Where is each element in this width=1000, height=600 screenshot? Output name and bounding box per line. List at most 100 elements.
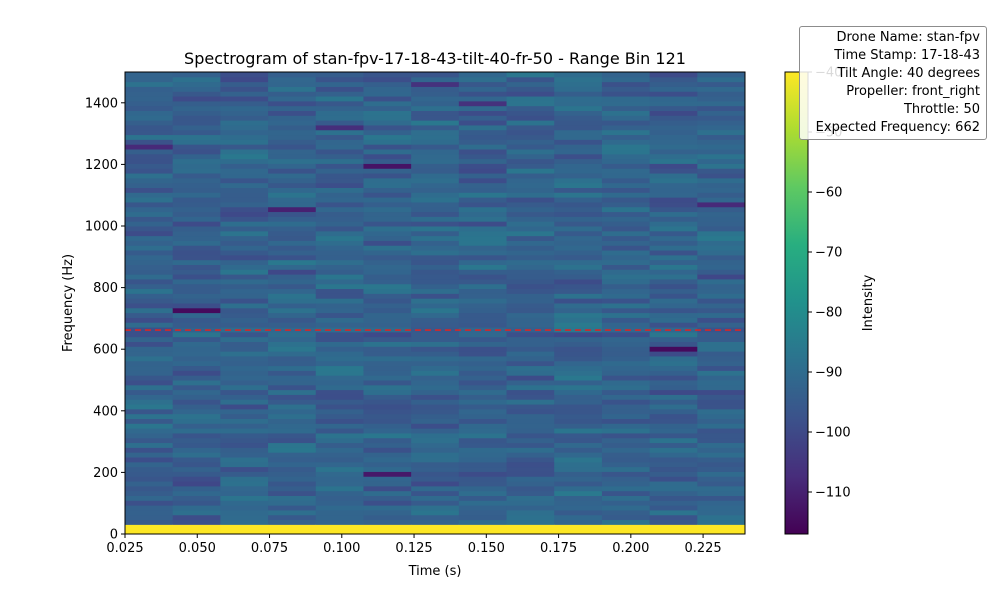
spectrogram-cell	[125, 322, 174, 328]
spectrogram-cell	[125, 365, 174, 371]
spectrogram-cell	[125, 432, 174, 439]
spectrogram-cell	[554, 322, 603, 328]
spectrogram-cell	[458, 173, 508, 179]
spectrogram-cell	[506, 437, 555, 444]
spectrogram-cell	[363, 240, 412, 246]
spectrogram-cell	[554, 529, 603, 534]
spectrogram-cell	[172, 274, 221, 280]
spectrogram-cell	[554, 447, 603, 453]
info-line-drone-name: Drone Name: stan-fpv	[836, 30, 980, 45]
spectrogram-cell	[125, 298, 174, 304]
spectrogram-cell	[220, 442, 269, 448]
spectrogram-cell	[172, 476, 221, 482]
spectrogram-cell	[220, 153, 269, 160]
spectrogram-cell	[268, 509, 317, 516]
spectrogram-cell	[411, 235, 460, 241]
spectrogram-cell	[268, 173, 317, 179]
spectrogram-cell	[172, 158, 221, 164]
spectrogram-cell	[601, 317, 651, 323]
spectrogram-cell	[315, 485, 364, 492]
spectrogram-cell	[458, 110, 508, 116]
spectrogram-cell	[172, 505, 221, 511]
spectrogram-cell	[125, 519, 174, 525]
spectrogram-cell	[363, 375, 412, 381]
spectrogram-cell	[554, 110, 603, 116]
spectrogram-cell	[458, 399, 508, 405]
spectrogram-cell	[268, 331, 317, 338]
colorbar-tick-label: −60	[815, 186, 842, 201]
spectrogram-cell	[268, 76, 317, 83]
spectrogram-cell	[363, 72, 412, 78]
spectrogram-cell	[506, 428, 555, 434]
spectrogram-cell	[268, 423, 317, 429]
spectrogram-cell	[506, 197, 555, 203]
spectrogram-cell	[220, 177, 269, 184]
info-line-time-stamp: Time Stamp: 17-18-43	[834, 48, 980, 63]
spectrogram-cell	[649, 399, 698, 405]
spectrogram-cell	[125, 360, 174, 367]
spectrogram-cell	[506, 254, 555, 261]
spectrogram-cell	[363, 351, 412, 357]
spectrogram-cell	[220, 182, 269, 188]
spectrogram-cell	[649, 187, 698, 193]
spectrogram-cell	[363, 182, 412, 188]
spectrogram-cell	[125, 283, 174, 290]
spectrogram-cell	[697, 91, 745, 97]
spectrogram-cell	[411, 524, 460, 530]
spectrogram-cell	[363, 336, 412, 342]
spectrogram-cell	[125, 115, 174, 121]
spectrogram-cell	[315, 221, 364, 227]
spectrogram-cell	[506, 129, 555, 136]
spectrogram-cell	[649, 370, 698, 376]
spectrogram-cell	[649, 76, 698, 83]
spectrogram-cell	[554, 312, 603, 318]
spectrogram-cell	[220, 336, 269, 342]
spectrogram-cell	[411, 240, 460, 246]
spectrogram-cell	[554, 481, 603, 487]
spectrogram-cell	[411, 360, 460, 367]
spectrogram-cell	[697, 226, 745, 232]
spectrogram-cell	[554, 389, 603, 395]
spectrogram-cell	[506, 274, 555, 280]
spectrogram-cell	[649, 485, 698, 492]
spectrogram-cell	[172, 490, 221, 496]
spectrogram-cell	[649, 245, 698, 251]
spectrogram-cell	[125, 139, 174, 145]
spectrogram-cell	[125, 72, 174, 78]
spectrogram-cell	[697, 245, 745, 251]
spectrogram-cell	[363, 355, 412, 362]
spectrogram-cell	[554, 81, 603, 87]
spectrogram-cell	[268, 514, 317, 521]
spectrogram-cell	[268, 129, 317, 136]
spectrogram-cell	[554, 346, 603, 352]
x-tick-label: 0.200	[612, 541, 649, 556]
spectrogram-cell	[125, 254, 174, 261]
spectrogram-cell	[554, 144, 603, 150]
spectrogram-cell	[601, 105, 651, 111]
spectrogram-cell	[363, 389, 412, 395]
spectrogram-cell	[363, 274, 412, 280]
spectrogram-cell	[554, 264, 603, 270]
spectrogram-cell	[458, 274, 508, 280]
spectrogram-cell	[506, 432, 555, 439]
spectrogram-cell	[125, 380, 174, 386]
spectrogram-cell	[649, 100, 698, 107]
spectrogram-cell	[506, 351, 555, 357]
spectrogram-cell	[649, 351, 698, 357]
spectrogram-cell	[601, 293, 651, 299]
spectrogram-cell	[411, 418, 460, 424]
spectrogram-cell	[220, 514, 269, 521]
spectrogram-cell	[363, 442, 412, 448]
spectrogram-cell	[458, 370, 508, 376]
spectrogram-cell	[554, 153, 603, 160]
spectrogram-cell	[697, 307, 745, 314]
spectrogram-cell	[220, 250, 269, 256]
spectrogram-cell	[268, 91, 317, 97]
spectrogram-cell	[458, 206, 508, 213]
spectrogram-cell	[411, 96, 460, 102]
spectrogram-cell	[458, 432, 508, 439]
spectrogram-cell	[220, 394, 269, 400]
spectrogram-cell	[554, 500, 603, 506]
spectrogram-cell	[506, 192, 555, 198]
spectrogram-cell	[172, 495, 221, 501]
